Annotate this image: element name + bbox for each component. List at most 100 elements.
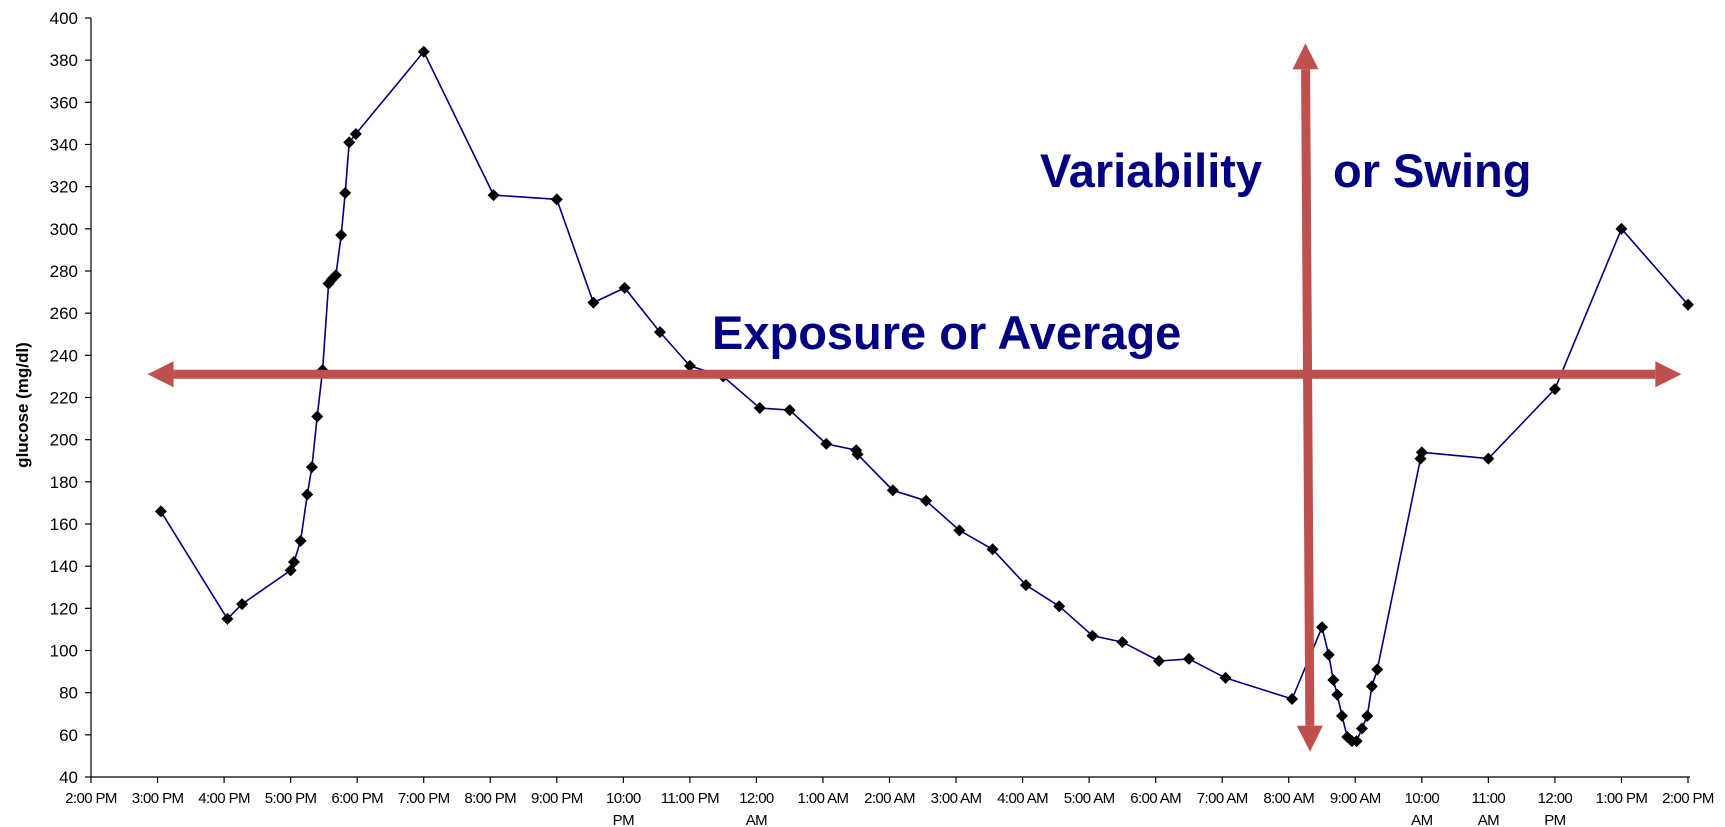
data-point-marker	[1350, 735, 1363, 748]
data-point-marker	[329, 269, 342, 282]
axes: 40 60 80 100 120 140 160 180 200 220 240 260 280 300 3…	[50, 9, 1715, 827]
y-tick-label: 340	[50, 136, 78, 155]
exposure-arrow-head-start	[147, 361, 174, 388]
variability-arrow-head-end	[1296, 725, 1323, 752]
annotation-layer: Exposure or Average Variability or Swing	[712, 144, 1531, 359]
x-tick-label-line: 2:00 PM	[1662, 790, 1714, 807]
y-tick-label: 360	[50, 93, 78, 112]
data-point-marker	[886, 484, 899, 497]
data-point-marker	[1365, 680, 1378, 693]
arrow-layer	[147, 43, 1682, 752]
x-tick-label: 4:00 PM	[198, 790, 250, 807]
x-tick-label-line: 6:00 PM	[331, 790, 383, 807]
x-tick-label: 11:00 PM	[661, 790, 719, 807]
x-tick-label-line: 8:00 AM	[1263, 790, 1314, 807]
y-tick-label: 160	[50, 515, 78, 534]
x-tick-label: 5:00 PM	[265, 790, 317, 807]
data-point-marker	[587, 296, 600, 309]
data-point-marker	[618, 281, 631, 294]
data-point-marker	[1548, 383, 1561, 396]
x-tick-label-line: 3:00 PM	[132, 790, 184, 807]
x-tick-label-line: 9:00 PM	[531, 790, 583, 807]
data-point-marker	[1322, 648, 1335, 661]
x-tick-label: 2:00 PM	[65, 790, 117, 807]
data-point-marker	[335, 229, 348, 242]
x-tick-label-line: 6:00 AM	[1130, 790, 1181, 807]
data-point-marker	[1371, 663, 1384, 676]
y-tick-label: 240	[50, 346, 78, 365]
data-point-marker	[417, 45, 430, 58]
data-point-marker	[305, 461, 318, 474]
data-point-marker	[753, 402, 766, 415]
x-tick-label-line: 7:00 AM	[1197, 790, 1248, 807]
x-tick-label: 3:00 AM	[931, 790, 982, 807]
y-tick-label: 120	[50, 599, 78, 618]
x-tick-label: 10:00 PM	[606, 790, 641, 827]
x-tick-label-line: 7:00 PM	[398, 790, 450, 807]
x-tick-label-line: 1:00 AM	[798, 790, 849, 807]
x-tick-label-line: 9:00 AM	[1330, 790, 1381, 807]
annotation-exposure-or-average: Exposure or Average	[712, 306, 1181, 359]
x-ticks: 2:00 PM 3:00 PM 4:00 PM 5:00 PM 6:00 PM 7:00 …	[65, 777, 1715, 827]
x-tick-label-line: 10:00	[1405, 790, 1440, 807]
y-tick-label: 380	[50, 51, 78, 70]
data-point-marker	[1019, 579, 1032, 592]
x-tick-label: 9:00 PM	[531, 790, 583, 807]
x-tick-label: 11:00 AM	[1472, 790, 1506, 827]
data-point-marker	[343, 136, 356, 149]
x-tick-label-line: 8:00 PM	[464, 790, 516, 807]
x-tick-label-line: 3:00 AM	[931, 790, 982, 807]
x-tick-label: 7:00 AM	[1197, 790, 1248, 807]
y-tick-label: 200	[50, 431, 78, 450]
x-tick-label-line: 11:00 PM	[661, 790, 719, 807]
x-tick-label-line: 10:00	[606, 790, 641, 807]
data-point-marker	[820, 437, 833, 450]
data-point-marker	[221, 612, 234, 625]
data-point-marker	[783, 404, 796, 417]
x-tick-label: 8:00 PM	[464, 790, 516, 807]
data-point-marker	[953, 524, 966, 537]
y-tick-label: 100	[50, 642, 78, 661]
data-point-marker	[1219, 671, 1232, 684]
y-tick-label: 220	[50, 389, 78, 408]
data-point-marker	[1355, 722, 1368, 735]
x-tick-label-line: 2:00 AM	[864, 790, 915, 807]
data-point-marker	[1286, 692, 1299, 705]
x-tick-label: 1:00 PM	[1596, 790, 1648, 807]
x-tick-label-line: AM	[1478, 812, 1499, 827]
x-tick-label-line: 2:00 PM	[65, 790, 117, 807]
exposure-arrow-shaft	[173, 369, 1656, 379]
x-tick-label-line: 12:00	[1538, 790, 1573, 807]
data-point-marker	[653, 326, 666, 339]
x-tick-label: 10:00 AM	[1405, 790, 1440, 827]
annotation-or-swing: or Swing	[1333, 144, 1531, 197]
x-tick-label: 4:00 AM	[997, 790, 1048, 807]
x-tick-label: 2:00 PM	[1662, 790, 1714, 807]
data-point-marker	[301, 488, 314, 501]
data-point-marker	[287, 555, 300, 568]
x-tick-label: 5:00 AM	[1064, 790, 1115, 807]
data-point-marker	[1152, 655, 1165, 668]
data-point-marker	[1335, 709, 1348, 722]
exposure-arrow-head-end	[1655, 361, 1682, 388]
x-tick-label-line: 5:00 AM	[1064, 790, 1115, 807]
y-tick-label: 180	[50, 473, 78, 492]
data-point-marker	[1682, 298, 1694, 311]
data-point-marker	[1116, 636, 1129, 649]
x-tick-label-line: PM	[1544, 812, 1565, 827]
data-point-marker	[154, 505, 167, 518]
series-layer	[154, 45, 1694, 748]
y-tick-label: 60	[59, 726, 78, 745]
data-point-marker	[851, 448, 864, 461]
x-tick-label-line: AM	[1411, 812, 1432, 827]
x-tick-label: 6:00 PM	[331, 790, 383, 807]
x-tick-label: 12:00 PM	[1538, 790, 1573, 827]
y-tick-label: 80	[59, 684, 78, 703]
y-tick-label: 400	[50, 9, 78, 28]
data-point-marker	[294, 534, 307, 547]
y-tick-label: 260	[50, 304, 78, 323]
data-point-marker	[986, 543, 999, 556]
data-point-marker	[550, 193, 563, 206]
data-point-marker	[1331, 688, 1344, 701]
data-point-marker	[1615, 222, 1628, 235]
